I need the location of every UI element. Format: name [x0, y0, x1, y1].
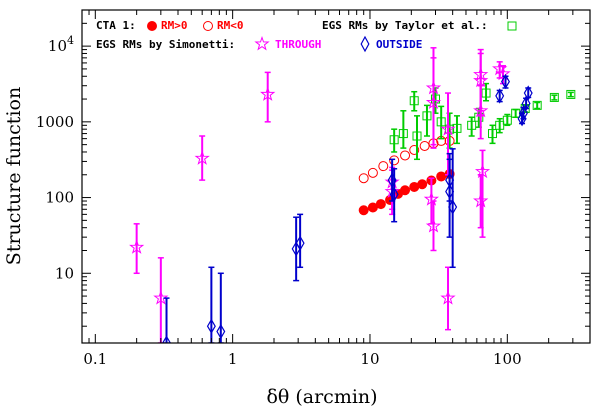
data-point — [162, 335, 172, 343]
legend-outside-label: OUTSIDE — [376, 38, 422, 51]
data-point — [517, 111, 527, 127]
data-point — [216, 323, 226, 340]
data-point — [448, 199, 458, 215]
data-point — [409, 144, 420, 155]
data-point — [566, 89, 576, 99]
data-point — [206, 318, 216, 334]
data-point — [129, 239, 145, 254]
legend-rm-pos-label: RM>0 — [161, 19, 188, 32]
data-point — [495, 88, 505, 104]
x-axis-title: δθ (arcmin) — [266, 386, 377, 408]
legend-outside-marker — [360, 35, 370, 53]
data-point — [378, 161, 389, 172]
legend-through-marker — [254, 35, 270, 51]
data-point — [521, 95, 531, 112]
data-point — [440, 290, 456, 305]
data-point — [389, 135, 399, 145]
data-point — [417, 179, 428, 190]
data-point — [409, 96, 419, 106]
data-point — [153, 290, 169, 305]
data-point — [409, 181, 420, 192]
data-point — [487, 129, 497, 139]
data-point — [501, 73, 510, 90]
legend-rm-neg-label: RM<0 — [217, 19, 244, 32]
data-point — [422, 111, 432, 121]
legend-diamond-shape — [360, 35, 370, 53]
y-axis-title: Structure function — [3, 87, 25, 265]
data-point — [502, 115, 512, 125]
data-point — [481, 88, 491, 98]
data-point — [389, 155, 400, 166]
legend-taylor-marker — [507, 21, 517, 31]
data-point — [473, 192, 489, 208]
data-point — [389, 186, 399, 203]
data-point — [367, 167, 378, 178]
series-egs-rms-by-taylor-et-al — [389, 82, 576, 161]
legend-taylor-label: EGS RMs by Taylor et al.: — [322, 19, 488, 32]
legend-rm-neg-marker — [203, 21, 213, 31]
data-point — [532, 100, 542, 110]
data-point — [474, 112, 484, 122]
data-point — [523, 85, 533, 101]
y-tick-label: 104 — [48, 34, 74, 55]
data-point — [436, 117, 446, 127]
data-point — [474, 163, 491, 179]
data-point — [412, 131, 422, 141]
legend: CTA 1: RM>0 RM<0 EGS RMs by Taylor et al… — [96, 19, 517, 53]
data-point — [440, 121, 456, 136]
chart-marks — [129, 47, 576, 343]
y-tick-label: 10 — [55, 264, 74, 282]
data-point — [367, 202, 378, 213]
legend-through-label: THROUGH — [275, 38, 321, 51]
data-point — [518, 105, 528, 121]
plot-frame — [81, 9, 591, 344]
tick-labels: 0.1 1 10 100 10 100 1000 104 — [36, 34, 522, 368]
y-tick-label: 100 — [45, 189, 74, 207]
data-point — [549, 92, 559, 102]
x-tick-label: 1 — [228, 350, 238, 368]
data-point — [473, 102, 489, 118]
data-point — [467, 120, 477, 130]
data-point — [400, 185, 411, 196]
data-point — [423, 191, 440, 206]
data-point — [495, 120, 505, 130]
legend-cta1-prefix: CTA 1: — [96, 19, 136, 32]
data-point — [473, 72, 489, 88]
x-tick-label: 100 — [493, 350, 522, 368]
data-point — [260, 86, 276, 101]
axis-ticks — [81, 9, 591, 343]
legend-simonetti-label: EGS RMs by Simonetti: — [96, 38, 235, 51]
data-point — [398, 129, 408, 139]
series-rm-0 — [358, 168, 455, 216]
legend-star-shape — [254, 35, 270, 51]
plot-area — [129, 47, 576, 343]
y-tick-label: 1000 — [36, 113, 74, 131]
data-point — [358, 173, 369, 184]
y-tick-exponent: 4 — [67, 34, 74, 47]
x-tick-label: 10 — [360, 350, 379, 368]
series-through — [129, 47, 511, 343]
data-point — [400, 150, 411, 161]
data-point — [425, 94, 442, 110]
data-point — [194, 150, 210, 165]
data-point — [375, 199, 386, 210]
data-point — [425, 218, 442, 233]
legend-rm-pos-marker — [147, 21, 157, 31]
data-point — [358, 205, 369, 216]
data-point — [419, 140, 430, 151]
data-point — [436, 171, 447, 182]
x-tick-label: 0.1 — [83, 350, 107, 368]
data-point — [295, 235, 305, 251]
series-outside — [162, 73, 533, 343]
